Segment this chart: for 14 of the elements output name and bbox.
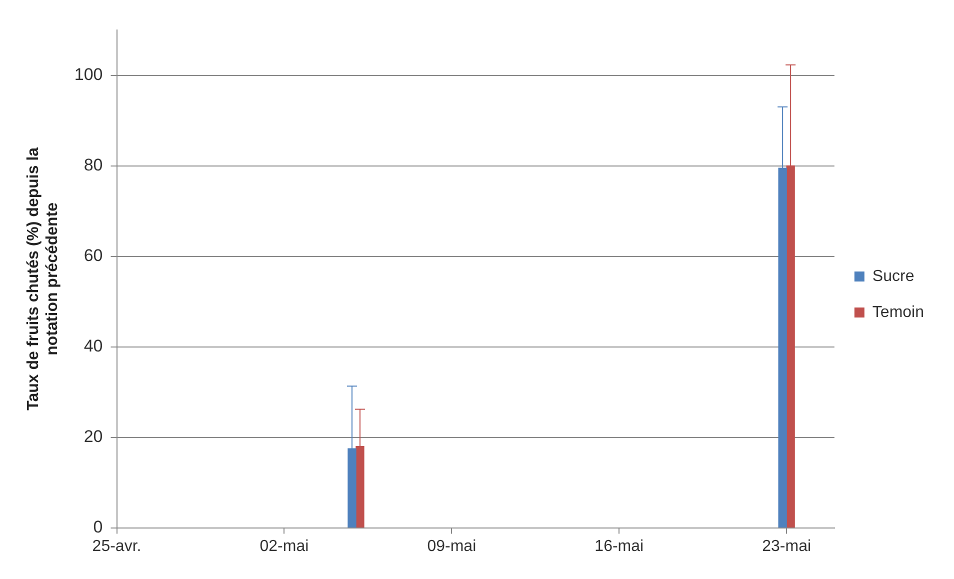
legend-label: Sucre: [872, 268, 914, 285]
y-tick-label: 20: [84, 426, 103, 446]
legend-label: Temoin: [872, 304, 924, 321]
x-tick-label: 09-mai: [427, 538, 476, 555]
y-tick-label: 100: [74, 64, 103, 84]
x-tick-label: 23-mai: [762, 538, 812, 555]
y-tick-label: 80: [84, 155, 103, 174]
x-tick-label: 16-mai: [594, 538, 644, 555]
y-tick-label: 40: [84, 336, 103, 356]
y-tick-label: 60: [84, 246, 103, 265]
x-tick-label: 25-avr.: [92, 538, 142, 555]
y-axis-title: Taux de fruits chutés (%) depuis la notation précédente: [25, 147, 62, 410]
y-tick-label: 0: [93, 517, 103, 536]
x-tick-label: 02-mai: [260, 538, 309, 555]
